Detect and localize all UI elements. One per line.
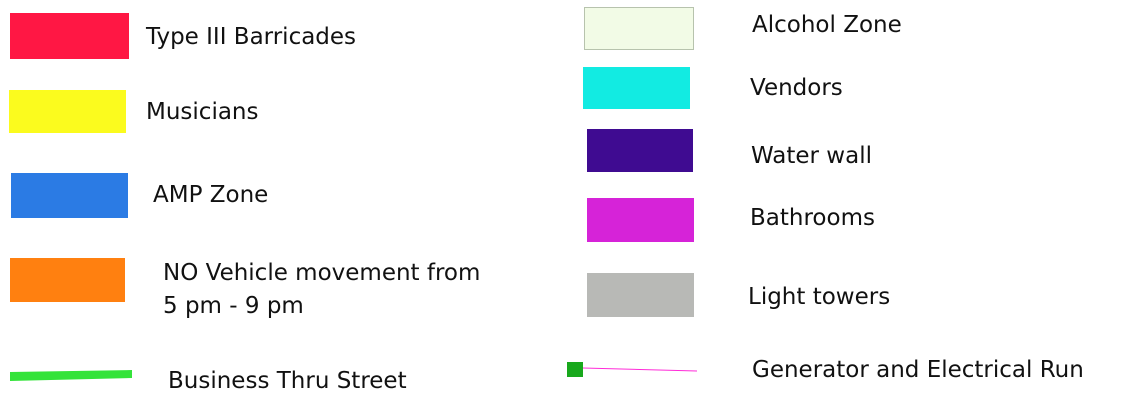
swatch-amp-zone <box>11 173 128 218</box>
legend-label-no-vehicle-line2: 5 pm - 9 pm <box>163 293 304 319</box>
legend-label-musicians: Musicians <box>146 99 259 125</box>
swatch-bathrooms <box>587 198 694 242</box>
legend-label-light-towers: Light towers <box>748 284 891 310</box>
swatch-type-iii-barricades <box>10 13 129 59</box>
generator-run-symbol <box>567 362 698 377</box>
legend-label-vendors: Vendors <box>750 75 843 101</box>
generator-marker <box>567 362 583 377</box>
legend-label-no-vehicle-movement: NO Vehicle movement from 5 pm - 9 pm <box>163 257 480 323</box>
legend-label-amp-zone: AMP Zone <box>153 182 269 208</box>
thru-street-line-symbol <box>10 370 132 381</box>
swatch-alcohol-zone <box>584 7 694 50</box>
legend-label-bathrooms: Bathrooms <box>750 205 875 231</box>
legend-label-no-vehicle-line1: NO Vehicle movement from <box>163 260 481 286</box>
swatch-musicians <box>9 90 126 133</box>
swatch-water-wall <box>587 129 693 172</box>
thru-street-line <box>10 370 132 381</box>
swatch-no-vehicle-movement <box>10 258 125 302</box>
legend-label-generator-electrical-run: Generator and Electrical Run <box>752 357 1084 383</box>
swatch-light-towers <box>587 273 694 317</box>
electrical-run-line <box>582 367 698 372</box>
swatch-vendors <box>583 67 690 109</box>
legend-label-type-iii-barricades: Type III Barricades <box>146 24 357 50</box>
legend-label-water-wall: Water wall <box>751 143 872 169</box>
legend-label-alcohol-zone: Alcohol Zone <box>752 12 902 38</box>
legend-label-business-thru-street: Business Thru Street <box>168 368 407 394</box>
